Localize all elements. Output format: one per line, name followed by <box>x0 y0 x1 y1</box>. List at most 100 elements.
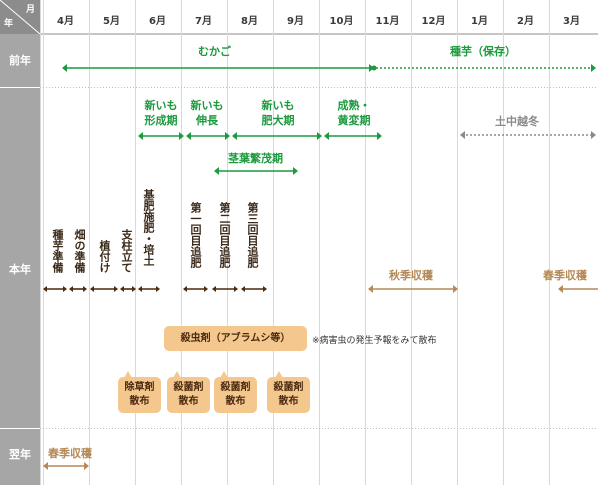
task-char: 支 <box>120 229 133 240</box>
stage-foliage: 茎葉繁茂期 <box>228 152 283 165</box>
row-header-this <box>0 88 40 428</box>
spring-harvest-label: 春季収穫 <box>543 269 587 282</box>
task-planting: 植付け <box>97 240 111 273</box>
task-char: 目 <box>189 235 202 246</box>
task-char: け <box>98 262 111 273</box>
task-char: 回 <box>246 224 259 235</box>
task-arrow-topdress3-head-left <box>241 286 245 292</box>
task-char: 第 <box>218 202 231 213</box>
next-spring-harvest-arrow-head-left <box>43 462 48 470</box>
next-year-spring-harvest-label: 春季収穫 <box>48 447 92 460</box>
autumn-harvest-arrow-head-right <box>453 285 458 293</box>
task-char: 畑 <box>73 229 86 240</box>
task-char: 施 <box>142 211 155 222</box>
stage-elongation-arrow-head-left <box>186 132 191 140</box>
task-arrow-field-prep-head-left <box>69 286 73 292</box>
stage-elongation-line2: 伸長 <box>196 114 218 127</box>
task-char: 回 <box>218 224 231 235</box>
month-label: 7月 <box>195 16 212 27</box>
row-header-next <box>0 429 40 485</box>
task-char: て <box>120 262 133 273</box>
overwinter-arrow-head-right <box>591 131 596 139</box>
month-label: 4月 <box>57 16 74 27</box>
mukago-label: むかご <box>198 45 231 58</box>
herbicide-pointer <box>124 371 132 378</box>
fungicide-box-2: 殺菌剤 散布 <box>214 377 257 413</box>
task-char: 第 <box>189 202 202 213</box>
task-char: 回 <box>189 224 202 235</box>
stage-elongation-line1: 新いも <box>190 99 224 112</box>
task-char: の <box>73 240 86 251</box>
month-label: 11月 <box>375 16 400 27</box>
task-char: 準 <box>51 251 64 262</box>
stage-elongation-arrow-head-right <box>225 132 230 140</box>
task-arrow-topdress2-head-left <box>212 286 216 292</box>
task-arrow-basal-head-left <box>138 286 142 292</box>
row-label-prev-year: 前年 <box>9 54 31 67</box>
task-char: 追 <box>218 246 231 257</box>
stage-maturation-line2: 黄変期 <box>337 114 371 127</box>
stage-formation-line2: 形成期 <box>144 114 178 127</box>
month-label: 1月 <box>471 16 488 27</box>
stage-enlargement-line2: 肥大期 <box>261 114 295 127</box>
herbicide-line1: 除草剤 <box>124 382 155 393</box>
task-topdress-2: 第二回目追肥 <box>217 202 231 268</box>
mukago-arrow-head-left <box>62 64 67 72</box>
stage-formation-arrow-head-right <box>179 132 184 140</box>
task-arrow-topdress2-head-right <box>234 286 238 292</box>
month-label: 10月 <box>329 16 354 27</box>
month-label: 6月 <box>149 16 166 27</box>
task-char: 芋 <box>51 240 64 251</box>
insecticide-box: 殺虫剤（アブラムシ等） <box>164 326 307 351</box>
task-char: 付 <box>98 251 111 262</box>
fungicide-box-3: 殺菌剤 散布 <box>267 377 310 413</box>
task-char: 基 <box>142 189 155 200</box>
task-char: 目 <box>246 235 259 246</box>
month-label: 9月 <box>287 16 304 27</box>
stage-formation-arrow-head-left <box>138 132 143 140</box>
task-char: 土 <box>142 255 155 266</box>
task-char: 肥 <box>218 257 231 268</box>
task-arrow-topdress1-head-left <box>183 286 187 292</box>
task-char: 準 <box>73 251 86 262</box>
fungicide-pointer <box>275 371 283 378</box>
task-char: 肥 <box>246 257 259 268</box>
stage-overwinter: 土中越冬 <box>495 115 539 128</box>
task-char: 二 <box>218 213 231 224</box>
corner-diagonal <box>0 0 41 35</box>
task-arrow-planting-head-right <box>114 286 118 292</box>
task-char: 備 <box>73 262 86 273</box>
transition-dot <box>371 65 377 71</box>
task-char: 肥 <box>189 257 202 268</box>
task-field-prep: 畑の準備 <box>72 229 86 273</box>
stage-enlargement: 新いも 肥大期 <box>253 98 303 128</box>
autumn-harvest-arrow-head-left <box>368 285 373 293</box>
task-char: 種 <box>51 229 64 240</box>
task-char: 柱 <box>120 240 133 251</box>
task-char: 肥 <box>142 200 155 211</box>
task-arrow-seed-prep-head-left <box>43 286 47 292</box>
fungicide-line1: 殺菌剤 <box>220 382 251 393</box>
task-char: 培 <box>142 244 155 255</box>
seed-tuber-arrow-head-right <box>591 64 596 72</box>
header-band <box>0 0 598 34</box>
task-topdress-3: 第三回目追肥 <box>245 202 259 268</box>
task-char: 三 <box>246 213 259 224</box>
task-basal-fertilizer: 基肥施肥・培土 <box>141 189 155 266</box>
task-char: 一 <box>189 213 202 224</box>
task-char: ・ <box>142 233 155 244</box>
stage-enlargement-arrow-head-left <box>232 132 237 140</box>
task-arrow-field-prep-head-right <box>83 286 87 292</box>
seed-tuber-label: 種芋（保存） <box>450 45 516 58</box>
fungicide-line1: 殺菌剤 <box>173 382 204 393</box>
corner-year-label: 年 <box>4 19 14 29</box>
task-char: 立 <box>120 251 133 262</box>
task-seed-prep: 種芋準備 <box>50 229 64 273</box>
task-arrow-seed-prep-head-right <box>63 286 67 292</box>
task-arrow-staking-head-left <box>120 286 124 292</box>
stage-maturation: 成熟・ 黄変期 <box>329 98 379 128</box>
task-char: 追 <box>189 246 202 257</box>
task-arrow-planting-head-left <box>90 286 94 292</box>
month-label: 2月 <box>517 16 534 27</box>
